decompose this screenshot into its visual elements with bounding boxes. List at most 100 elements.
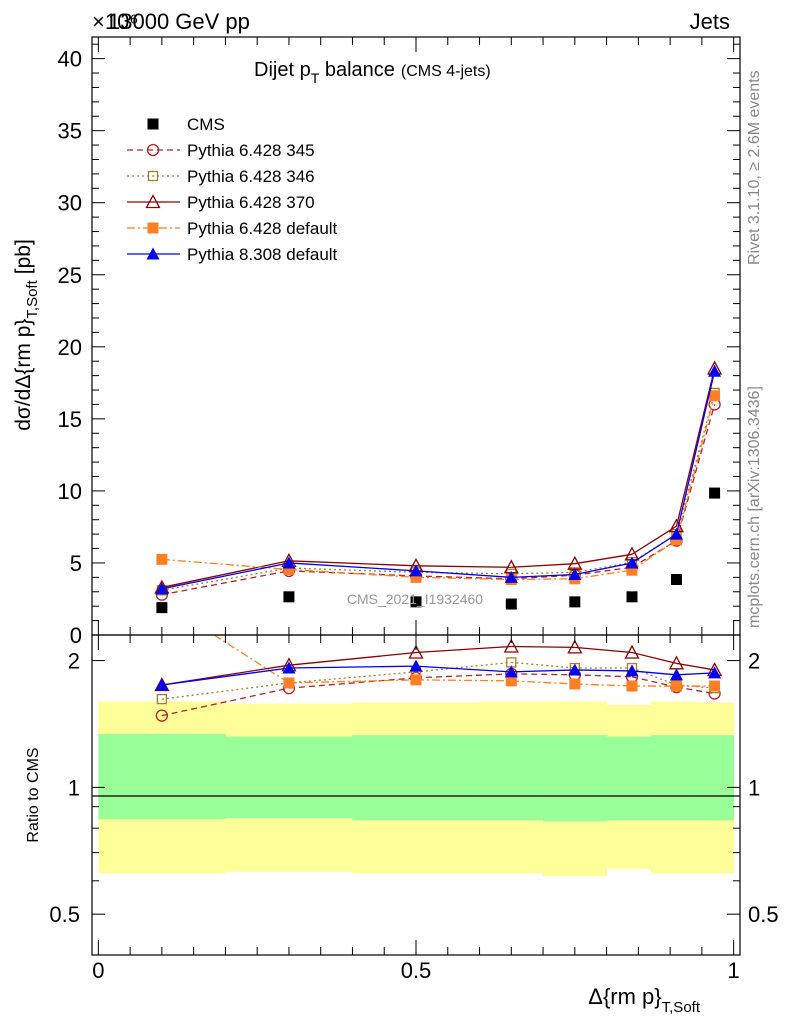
ratio-py370-segment <box>415 645 512 654</box>
main-py8def-point <box>669 527 683 540</box>
header-right-label: Jets <box>690 9 730 34</box>
main-py8def-point <box>155 582 169 595</box>
main-cms-point <box>156 602 168 614</box>
main-py8def-segment <box>631 533 677 564</box>
main-py370-segment <box>415 565 512 568</box>
ratio-py346-segment <box>511 661 575 669</box>
main-py6def-point <box>410 571 422 583</box>
main-py8def-segment <box>574 562 633 576</box>
ratio-py345-point <box>155 709 169 722</box>
ratio-py8def-segment <box>288 665 417 669</box>
ratio-py8def-point <box>409 659 423 672</box>
main-py345-segment <box>631 540 677 568</box>
legend-py6def-marker <box>147 222 159 234</box>
main-py6def-point <box>283 563 295 575</box>
ratio-y-axis-label: Ratio to CMS <box>25 747 42 842</box>
main-py6def-point <box>156 553 168 565</box>
main-py8def-point <box>708 364 722 377</box>
ratio-py370-point <box>567 639 583 654</box>
ratio-py8def-point <box>625 664 639 677</box>
ratio-py8def-segment <box>415 665 512 673</box>
ratio-band-inner <box>98 733 226 820</box>
main-py8def-point <box>282 556 296 569</box>
ratio-py6def-point <box>410 674 422 686</box>
ratio-py8def-segment <box>676 672 715 676</box>
main-cms-point <box>709 487 721 499</box>
ratio-py370-point <box>503 638 519 653</box>
ratio-py370-point <box>408 644 424 659</box>
main-py6def-segment <box>675 395 716 541</box>
main-py8def-segment <box>288 562 417 572</box>
legend-py370-label: Pythia 6.428 370 <box>187 193 315 212</box>
main-py8def-segment <box>415 570 512 579</box>
ratio-py345-segment <box>415 673 512 679</box>
main-py345-segment <box>161 570 290 596</box>
ratio-y-tick-label-right: 2 <box>748 649 760 674</box>
main-cms-point <box>569 596 581 608</box>
main-cms-point <box>283 591 295 603</box>
ratio-py6def-point <box>670 680 682 692</box>
legend: CMS Pythia 6.428 345 Pythia 6.428 346 Pythi… <box>127 115 338 264</box>
main-py345-segment <box>288 570 417 577</box>
ratio-py8def-point <box>568 663 582 676</box>
main-py6def-point <box>626 564 638 576</box>
ratio-py345-segment <box>511 673 575 676</box>
main-py8def-segment <box>675 371 716 535</box>
main-marks <box>154 360 723 614</box>
main-py8def-segment <box>161 562 290 590</box>
main-py8def-point <box>625 556 639 569</box>
ratio-band-inner <box>695 735 735 821</box>
ratio-y-axis: 0.5 0.5 1 1 2 2 <box>49 649 779 956</box>
main-py370-segment <box>511 563 575 568</box>
ratio-py6def-segment <box>574 683 633 687</box>
ratio-py8def-segment <box>511 669 575 673</box>
main-cms-point <box>670 574 682 586</box>
main-py6def-segment <box>631 539 677 571</box>
main-py6def-point <box>709 390 721 402</box>
main-y-axis: 0 5 10 15 20 25 30 35 40 <box>58 43 740 648</box>
ratio-y-tick-label-right: 1 <box>748 775 760 800</box>
main-py345-segment <box>511 574 575 580</box>
ratio-marks <box>154 634 723 722</box>
main-py370-segment <box>631 525 677 555</box>
ratio-py8def-segment <box>631 670 677 676</box>
legend-py8def-marker <box>146 247 160 260</box>
ratio-py6def-segment <box>288 679 417 684</box>
ratio-py6def-segment <box>511 680 575 685</box>
ratio-band-inner <box>225 736 353 819</box>
ratio-py346-segment <box>161 682 290 700</box>
main-y-tick-label: 35 <box>58 119 82 144</box>
ratio-py370-segment <box>511 645 575 648</box>
main-y-axis-label: dσ/dΔ{rm p}T,Soft[pb] <box>12 239 41 431</box>
main-py370-segment <box>574 553 633 565</box>
main-y-tick-label: 20 <box>58 335 82 360</box>
rivet-label: Rivet 3.1.10, ≥ 2.6M events <box>746 70 763 265</box>
legend-cms-marker <box>147 118 159 130</box>
ratio-py345-segment <box>574 674 633 678</box>
legend-py8def-label: Pythia 8.308 default <box>187 245 338 264</box>
ratio-py6def-point <box>505 675 517 687</box>
main-py8def-point <box>504 570 518 583</box>
mcplots-label: mcplots.cern.ch [arXiv:1306.3436] <box>746 386 763 628</box>
legend-cms-label: CMS <box>187 115 225 134</box>
ratio-band-inner <box>479 735 544 821</box>
main-py346-segment <box>161 567 290 591</box>
main-y-tick-label: 25 <box>58 263 82 288</box>
ratio-y-tick-label: 1 <box>68 775 80 800</box>
x-tick-label: 0.5 <box>401 958 432 983</box>
watermark: CMS_2021_I1932460 <box>347 591 483 607</box>
legend-py345-marker <box>146 143 160 157</box>
ratio-py8def-point <box>282 661 296 674</box>
ratio-py8def-point <box>504 665 518 678</box>
main-py8def-point <box>568 567 582 580</box>
main-py8def-segment <box>511 573 575 579</box>
ratio-py370-segment <box>288 651 417 666</box>
x-tick-label: 0 <box>92 958 104 983</box>
main-cms-point <box>410 596 422 608</box>
ratio-band-inner <box>352 735 481 821</box>
main-y-tick-label: 40 <box>58 47 82 72</box>
ratio-y-tick-label: 2 <box>68 649 80 674</box>
main-py6def-segment <box>288 568 417 579</box>
ratio-py370-segment <box>631 651 677 664</box>
ratio-py8def-point <box>155 678 169 691</box>
